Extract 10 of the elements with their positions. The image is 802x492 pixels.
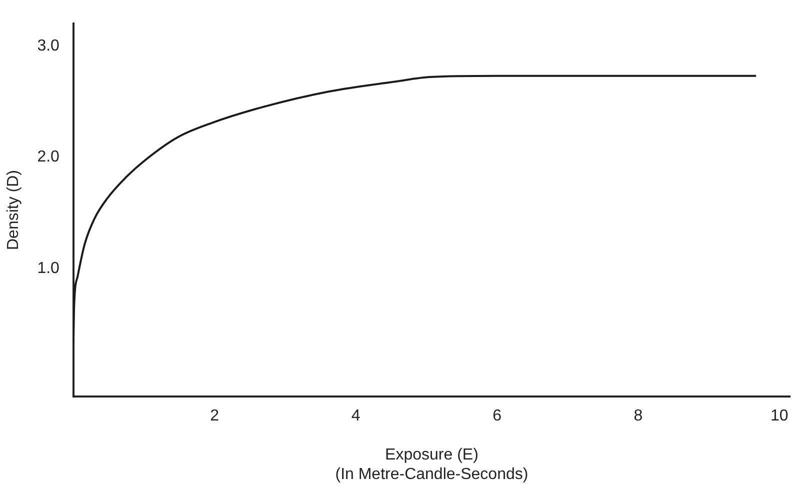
x-tick-label: 10 bbox=[770, 407, 788, 424]
x-axis-title: Exposure (E) (In Metre-Candle-Seconds) bbox=[335, 446, 528, 483]
x-tick-label: 8 bbox=[634, 407, 643, 424]
y-tick-label: 2.0 bbox=[37, 148, 60, 166]
y-tick-label: 3.0 bbox=[37, 37, 60, 54]
x-tick-label: 6 bbox=[492, 407, 502, 424]
x-tick-label: 2 bbox=[210, 407, 220, 424]
y-tick-label: 1.0 bbox=[37, 260, 60, 277]
y-axis-title: Density (D) bbox=[5, 170, 22, 250]
x-tick-label: 4 bbox=[351, 407, 360, 424]
